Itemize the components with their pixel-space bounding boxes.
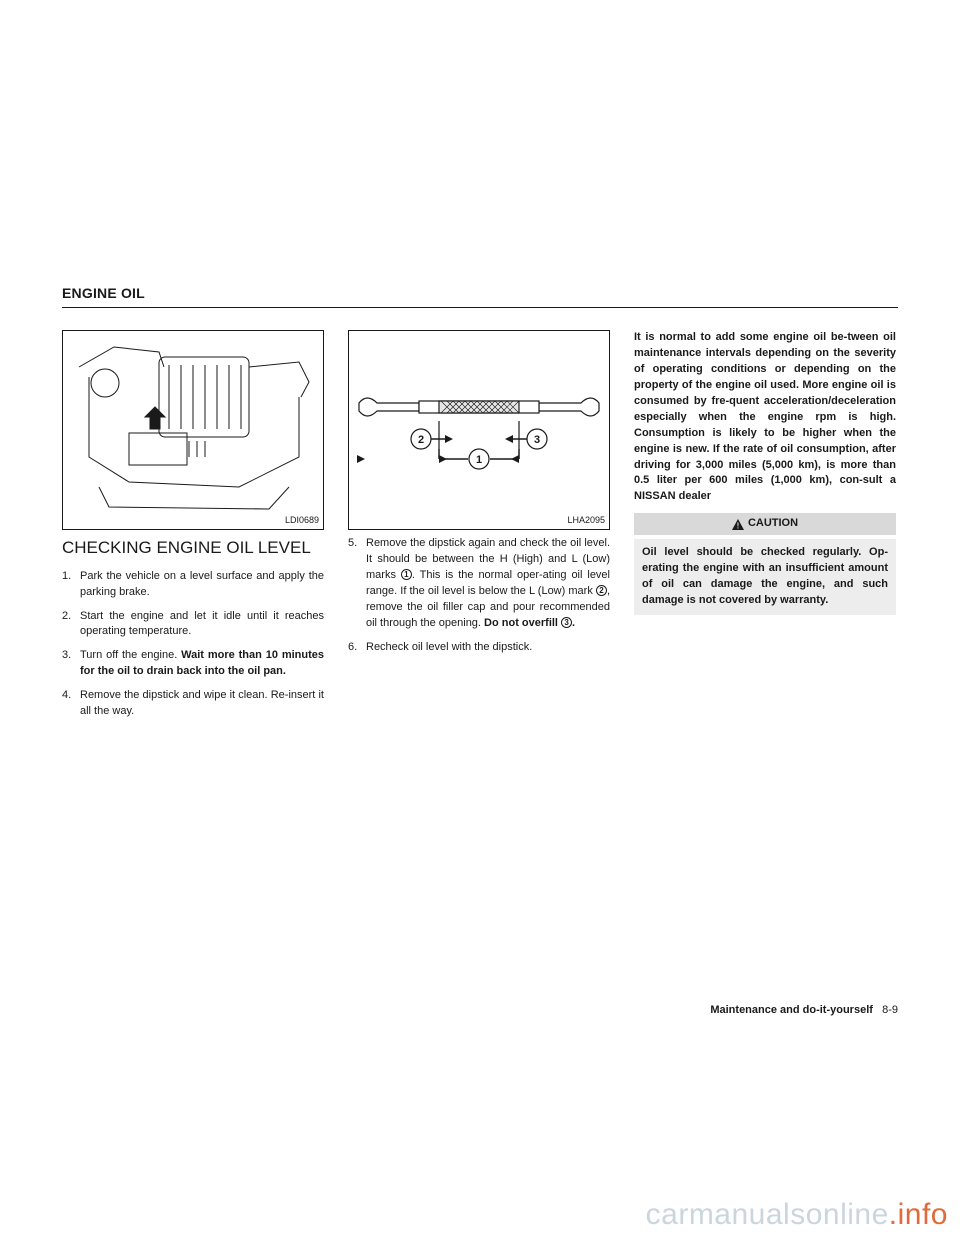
- step-3: Turn off the engine. Wait more than 10 m…: [62, 648, 324, 680]
- engine-svg: [69, 337, 317, 513]
- watermark-text: carmanualsonline: [646, 1198, 889, 1231]
- engine-sketch: [69, 337, 317, 513]
- watermark-suffix: .info: [889, 1198, 948, 1231]
- column-1: LDI0689 CHECKING ENGINE OIL LEVEL Park t…: [62, 330, 324, 728]
- column-3: It is normal to add some engine oil be-t…: [634, 330, 896, 728]
- step-bold: .: [572, 617, 575, 629]
- step-text: Remove the dipstick and wipe it clean. R…: [80, 689, 324, 717]
- svg-text:2: 2: [418, 434, 424, 446]
- steps-list-1: Park the vehicle on a level surface and …: [62, 569, 324, 721]
- manual-page: ENGINE OIL: [0, 0, 960, 728]
- header-rule: [62, 307, 898, 308]
- step-bold: Do not overfill: [484, 617, 561, 629]
- svg-text:3: 3: [534, 434, 540, 446]
- watermark: carmanualsonline.info: [646, 1198, 948, 1232]
- figure-label: LHA2095: [567, 514, 605, 527]
- footer-page: 8-9: [882, 1004, 898, 1016]
- figure-label: LDI0689: [285, 514, 319, 527]
- dipstick-figure: 2 3 1: [348, 330, 610, 530]
- section-header: ENGINE OIL: [62, 285, 898, 301]
- step-text: Recheck oil level with the dipstick.: [366, 641, 532, 653]
- svg-text:1: 1: [476, 454, 482, 466]
- step-text: Start the engine and let it idle until i…: [80, 610, 324, 638]
- warning-icon: !: [732, 519, 744, 530]
- footer-section: Maintenance and do-it-yourself: [710, 1004, 873, 1016]
- caution-body: Oil level should be checked regularly. O…: [634, 539, 896, 615]
- column-2: 2 3 1: [348, 330, 610, 728]
- caution-header: ! CAUTION: [634, 513, 896, 535]
- step-2: Start the engine and let it idle until i…: [62, 609, 324, 641]
- subheading-checking: CHECKING ENGINE OIL LEVEL: [62, 536, 324, 561]
- circled-number-icon: 1: [401, 569, 412, 580]
- content-columns: LDI0689 CHECKING ENGINE OIL LEVEL Park t…: [62, 330, 898, 728]
- steps-list-2: Remove the dipstick again and check the …: [348, 536, 610, 656]
- step-text: Turn off the engine.: [80, 649, 181, 661]
- circled-number-icon: 2: [596, 585, 607, 596]
- svg-text:!: !: [737, 521, 740, 530]
- step-4: Remove the dipstick and wipe it clean. R…: [62, 688, 324, 720]
- normal-oil-note: It is normal to add some engine oil be-t…: [634, 330, 896, 505]
- dipstick-svg: 2 3 1: [349, 331, 609, 529]
- caution-label: CAUTION: [748, 516, 798, 532]
- step-5: Remove the dipstick again and check the …: [348, 536, 610, 632]
- circled-number-icon: 3: [561, 617, 572, 628]
- page-footer: Maintenance and do-it-yourself 8-9: [710, 1004, 898, 1016]
- engine-figure: LDI0689: [62, 330, 324, 530]
- step-text: Park the vehicle on a level surface and …: [80, 570, 324, 598]
- step-6: Recheck oil level with the dipstick.: [348, 640, 610, 656]
- step-1: Park the vehicle on a level surface and …: [62, 569, 324, 601]
